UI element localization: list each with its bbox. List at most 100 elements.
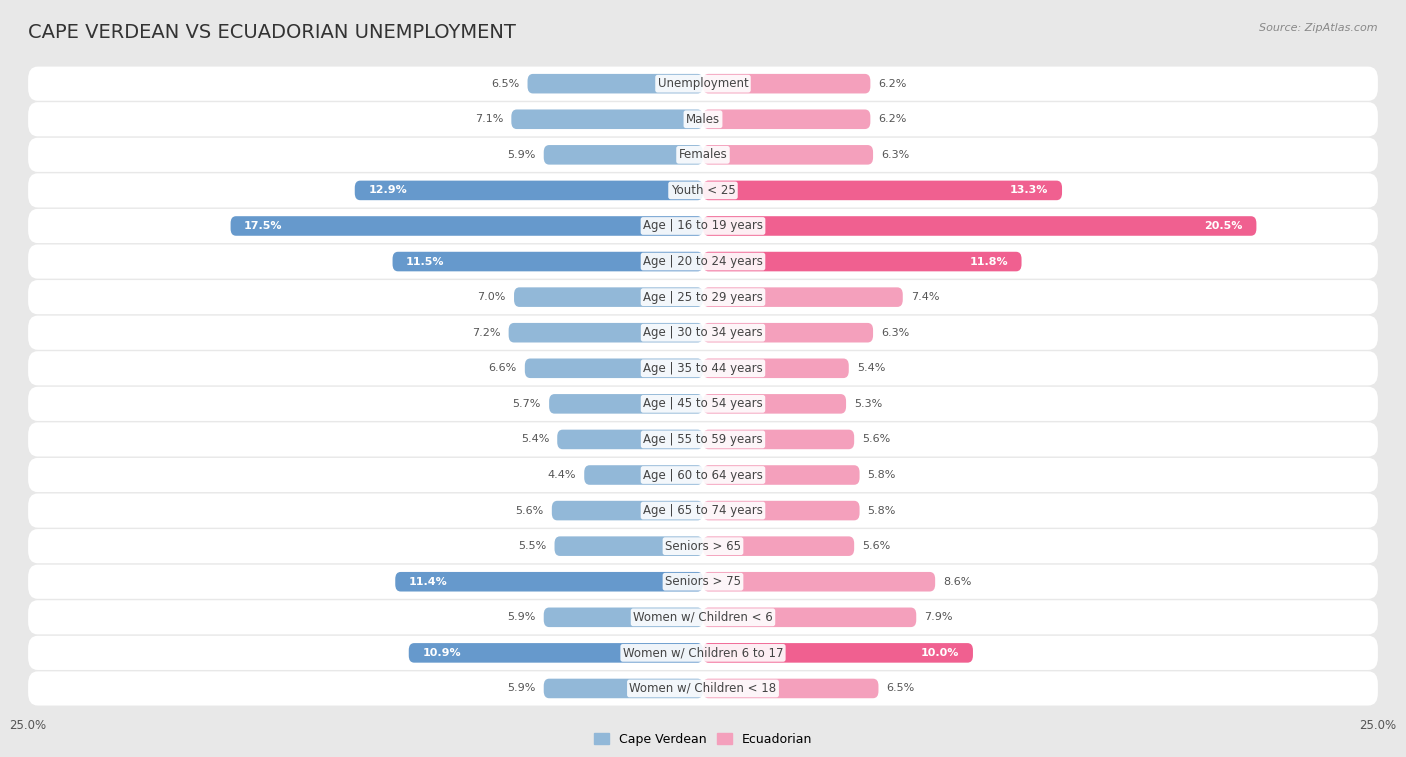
FancyBboxPatch shape	[703, 572, 935, 591]
Text: Females: Females	[679, 148, 727, 161]
FancyBboxPatch shape	[703, 74, 870, 93]
Text: Age | 20 to 24 years: Age | 20 to 24 years	[643, 255, 763, 268]
FancyBboxPatch shape	[28, 316, 1378, 350]
FancyBboxPatch shape	[409, 643, 703, 662]
FancyBboxPatch shape	[703, 145, 873, 164]
Text: 7.0%: 7.0%	[478, 292, 506, 302]
FancyBboxPatch shape	[703, 181, 1062, 200]
FancyBboxPatch shape	[28, 671, 1378, 706]
Text: 7.2%: 7.2%	[472, 328, 501, 338]
FancyBboxPatch shape	[231, 217, 703, 235]
Text: Age | 30 to 34 years: Age | 30 to 34 years	[643, 326, 763, 339]
Text: 11.8%: 11.8%	[969, 257, 1008, 266]
Text: 7.9%: 7.9%	[924, 612, 953, 622]
FancyBboxPatch shape	[28, 600, 1378, 634]
FancyBboxPatch shape	[703, 430, 855, 449]
FancyBboxPatch shape	[28, 102, 1378, 136]
FancyBboxPatch shape	[28, 351, 1378, 385]
FancyBboxPatch shape	[28, 529, 1378, 563]
Text: 20.5%: 20.5%	[1205, 221, 1243, 231]
Text: Age | 25 to 29 years: Age | 25 to 29 years	[643, 291, 763, 304]
FancyBboxPatch shape	[703, 501, 859, 520]
Text: 7.4%: 7.4%	[911, 292, 939, 302]
Text: Source: ZipAtlas.com: Source: ZipAtlas.com	[1260, 23, 1378, 33]
Text: 5.6%: 5.6%	[862, 541, 890, 551]
Text: 12.9%: 12.9%	[368, 185, 406, 195]
FancyBboxPatch shape	[28, 458, 1378, 492]
FancyBboxPatch shape	[703, 359, 849, 378]
FancyBboxPatch shape	[392, 252, 703, 271]
Text: Seniors > 65: Seniors > 65	[665, 540, 741, 553]
Text: CAPE VERDEAN VS ECUADORIAN UNEMPLOYMENT: CAPE VERDEAN VS ECUADORIAN UNEMPLOYMENT	[28, 23, 516, 42]
Text: Age | 60 to 64 years: Age | 60 to 64 years	[643, 469, 763, 481]
FancyBboxPatch shape	[28, 138, 1378, 172]
FancyBboxPatch shape	[28, 565, 1378, 599]
FancyBboxPatch shape	[703, 217, 1257, 235]
Text: 6.6%: 6.6%	[488, 363, 517, 373]
FancyBboxPatch shape	[550, 394, 703, 413]
FancyBboxPatch shape	[703, 252, 1022, 271]
Text: 6.5%: 6.5%	[491, 79, 519, 89]
FancyBboxPatch shape	[554, 537, 703, 556]
FancyBboxPatch shape	[28, 245, 1378, 279]
Text: Women w/ Children 6 to 17: Women w/ Children 6 to 17	[623, 646, 783, 659]
FancyBboxPatch shape	[703, 466, 859, 484]
FancyBboxPatch shape	[28, 636, 1378, 670]
Text: 10.0%: 10.0%	[921, 648, 959, 658]
FancyBboxPatch shape	[28, 280, 1378, 314]
Text: Seniors > 75: Seniors > 75	[665, 575, 741, 588]
FancyBboxPatch shape	[509, 323, 703, 342]
Text: 6.3%: 6.3%	[882, 150, 910, 160]
FancyBboxPatch shape	[703, 608, 917, 627]
Text: 7.1%: 7.1%	[475, 114, 503, 124]
Text: 11.5%: 11.5%	[406, 257, 444, 266]
Text: 5.7%: 5.7%	[513, 399, 541, 409]
FancyBboxPatch shape	[703, 394, 846, 413]
FancyBboxPatch shape	[512, 110, 703, 129]
FancyBboxPatch shape	[515, 288, 703, 307]
Text: 5.5%: 5.5%	[519, 541, 547, 551]
FancyBboxPatch shape	[28, 422, 1378, 456]
Text: 6.2%: 6.2%	[879, 114, 907, 124]
Text: 5.8%: 5.8%	[868, 506, 896, 516]
FancyBboxPatch shape	[703, 679, 879, 698]
Text: Males: Males	[686, 113, 720, 126]
FancyBboxPatch shape	[585, 466, 703, 484]
Text: 5.9%: 5.9%	[508, 684, 536, 693]
Text: 5.9%: 5.9%	[508, 612, 536, 622]
Text: 10.9%: 10.9%	[422, 648, 461, 658]
Text: Age | 16 to 19 years: Age | 16 to 19 years	[643, 220, 763, 232]
Text: Age | 55 to 59 years: Age | 55 to 59 years	[643, 433, 763, 446]
FancyBboxPatch shape	[28, 67, 1378, 101]
Text: Youth < 25: Youth < 25	[671, 184, 735, 197]
Legend: Cape Verdean, Ecuadorian: Cape Verdean, Ecuadorian	[589, 728, 817, 751]
FancyBboxPatch shape	[395, 572, 703, 591]
FancyBboxPatch shape	[354, 181, 703, 200]
Text: 5.8%: 5.8%	[868, 470, 896, 480]
FancyBboxPatch shape	[28, 209, 1378, 243]
Text: 5.4%: 5.4%	[520, 435, 550, 444]
FancyBboxPatch shape	[703, 323, 873, 342]
Text: 5.4%: 5.4%	[856, 363, 886, 373]
FancyBboxPatch shape	[544, 608, 703, 627]
Text: Unemployment: Unemployment	[658, 77, 748, 90]
Text: Age | 35 to 44 years: Age | 35 to 44 years	[643, 362, 763, 375]
Text: 5.3%: 5.3%	[855, 399, 883, 409]
Text: 11.4%: 11.4%	[409, 577, 447, 587]
FancyBboxPatch shape	[28, 387, 1378, 421]
Text: Age | 65 to 74 years: Age | 65 to 74 years	[643, 504, 763, 517]
FancyBboxPatch shape	[703, 537, 855, 556]
Text: 5.9%: 5.9%	[508, 150, 536, 160]
Text: 6.3%: 6.3%	[882, 328, 910, 338]
Text: Women w/ Children < 18: Women w/ Children < 18	[630, 682, 776, 695]
FancyBboxPatch shape	[703, 110, 870, 129]
FancyBboxPatch shape	[551, 501, 703, 520]
Text: Age | 45 to 54 years: Age | 45 to 54 years	[643, 397, 763, 410]
FancyBboxPatch shape	[524, 359, 703, 378]
FancyBboxPatch shape	[28, 173, 1378, 207]
Text: 4.4%: 4.4%	[547, 470, 576, 480]
Text: 5.6%: 5.6%	[862, 435, 890, 444]
FancyBboxPatch shape	[544, 679, 703, 698]
FancyBboxPatch shape	[703, 288, 903, 307]
FancyBboxPatch shape	[527, 74, 703, 93]
